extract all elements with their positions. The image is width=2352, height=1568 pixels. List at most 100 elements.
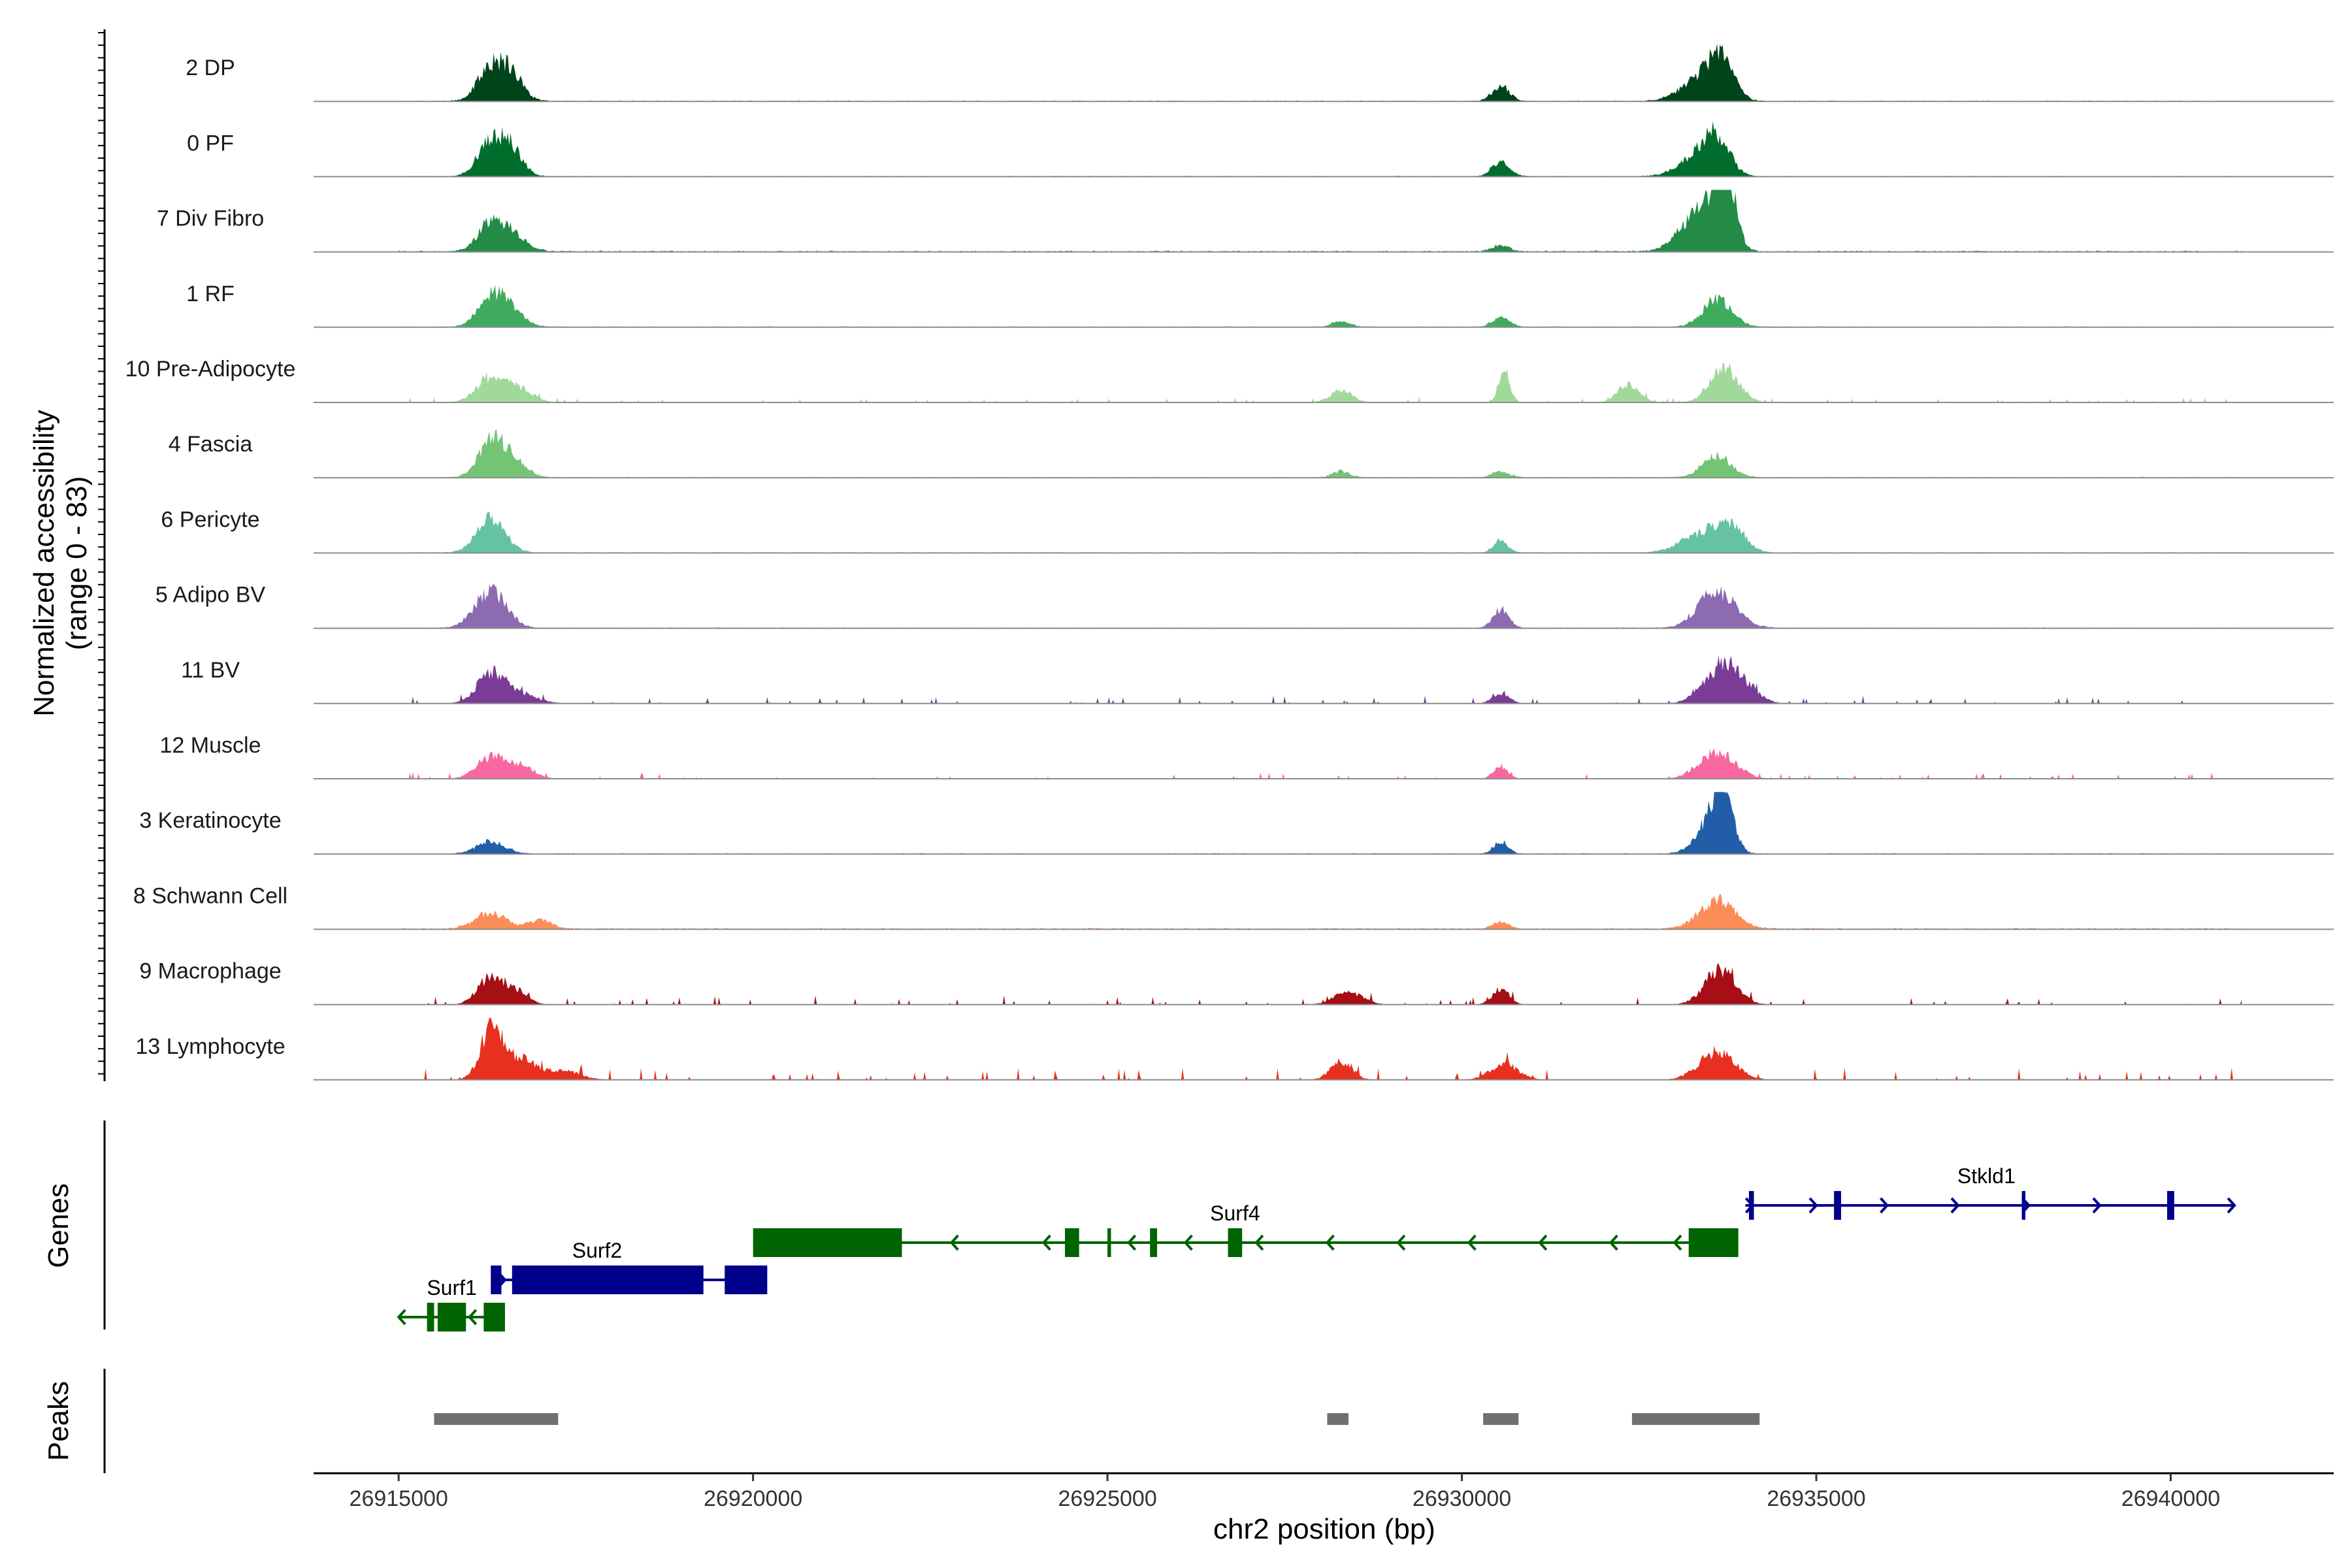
strand-arrow-icon: [756, 1271, 766, 1288]
coverage-area: [399, 1017, 2242, 1080]
strand-arrow-icon: [397, 1309, 406, 1326]
strand-arrow-icon: [2227, 1197, 2236, 1214]
track-5: 10 Pre-Adipocyte: [125, 357, 2334, 403]
track-label: 7 Div Fibro: [157, 206, 264, 231]
gene-exon: [1107, 1228, 1111, 1257]
y-axis-title-line2: (range 0 - 83): [61, 476, 93, 651]
gene-surf2: Surf2: [491, 1239, 768, 1294]
gene-surf1: Surf1: [397, 1276, 505, 1331]
accessibility-y-axis: [98, 29, 106, 1081]
strand-arrow-icon: [2021, 1197, 2031, 1214]
peaks-panel: [103, 1369, 1760, 1473]
coverage-area: [399, 284, 2242, 327]
track-label: 3 Keratinocyte: [139, 808, 281, 833]
track-9: 11 BV: [181, 655, 2334, 704]
x-axis-title: chr2 position (bp): [1213, 1513, 1435, 1545]
genes-panel-title: Genes: [42, 1183, 74, 1268]
track-13: 9 Macrophage: [139, 959, 2334, 1005]
gene-label: Surf2: [572, 1239, 622, 1262]
coverage-area: [399, 748, 2242, 779]
strand-arrow-icon: [1609, 1234, 1618, 1251]
peak-region: [1327, 1413, 1348, 1425]
strand-arrow-icon: [1880, 1197, 1889, 1214]
strand-arrow-icon: [1467, 1234, 1477, 1251]
strand-arrow-icon: [1396, 1234, 1406, 1251]
gene-exon: [725, 1266, 768, 1294]
track-6: 4 Fascia: [169, 429, 2334, 479]
coverage-area: [399, 792, 2242, 855]
track-10: 12 Muscle: [160, 733, 2334, 779]
gene-exon: [483, 1303, 505, 1331]
coverage-area: [399, 189, 2242, 252]
coverage-area: [399, 655, 2242, 704]
gene-stkld1: Stkld1: [1744, 1164, 2236, 1220]
y-axis-title-line1: Normalized accessibility: [28, 410, 60, 716]
x-tick-label: 26930000: [1413, 1486, 1511, 1511]
track-label: 9 Macrophage: [139, 959, 281, 984]
strand-arrow-icon: [467, 1309, 478, 1326]
gene-exon: [437, 1303, 466, 1331]
gene-surf4: Surf4: [753, 1201, 1739, 1257]
coverage-area: [399, 893, 2242, 930]
track-label: 12 Muscle: [160, 733, 261, 758]
track-label: 1 RF: [186, 282, 235, 306]
strand-arrow-icon: [1673, 1234, 1682, 1251]
track-2: 0 PF: [187, 121, 2334, 178]
strand-arrow-icon: [2092, 1197, 2102, 1214]
gene-exon: [1065, 1228, 1079, 1257]
coverage-area: [399, 363, 2242, 402]
coverage-area: [399, 429, 2242, 478]
coverage-area: [399, 511, 2242, 553]
track-1: 2 DP: [186, 43, 2334, 103]
strand-arrow-icon: [1744, 1197, 1755, 1214]
track-8: 5 Adipo BV: [155, 583, 2334, 629]
strand-arrow-icon: [1183, 1234, 1193, 1251]
gene-label: Surf4: [1210, 1201, 1260, 1225]
gene-exon: [1228, 1228, 1243, 1257]
accessibility-tracks: 2 DP 0 PF 7 Div Fibro 1 RF 10 Pre-Adipocyte 4…: [125, 43, 2334, 1081]
track-14: 13 Lymphocyte: [135, 1017, 2334, 1081]
track-label: 0 PF: [187, 131, 234, 155]
strand-arrow-icon: [1041, 1234, 1051, 1251]
peak-region: [1631, 1413, 1760, 1425]
strand-arrow-icon: [949, 1234, 959, 1251]
track-label: 11 BV: [181, 658, 240, 683]
x-tick-label: 26920000: [704, 1486, 802, 1511]
track-7: 6 Pericyte: [161, 507, 2334, 554]
gene-exon: [491, 1266, 502, 1294]
gene-exon: [427, 1303, 434, 1331]
gene-exon: [2021, 1191, 2026, 1220]
gene-exon: [1834, 1191, 1841, 1220]
track-label: 4 Fascia: [169, 432, 253, 457]
strand-arrow-icon: [1538, 1234, 1548, 1251]
track-3: 7 Div Fibro: [157, 189, 2334, 253]
track-label: 6 Pericyte: [161, 507, 259, 532]
track-12: 8 Schwann Cell: [133, 883, 2334, 930]
track-label: 2 DP: [186, 56, 235, 80]
gene-exon: [1150, 1228, 1158, 1257]
coverage-area: [399, 583, 2242, 629]
peaks-panel-title: Peaks: [42, 1381, 74, 1461]
strand-arrow-icon: [1950, 1197, 1960, 1214]
gene-exon: [2167, 1191, 2174, 1220]
gene-exon: [512, 1266, 704, 1294]
x-tick-label: 26925000: [1058, 1486, 1156, 1511]
x-tick-label: 26915000: [350, 1486, 448, 1511]
coverage-area: [399, 963, 2242, 1005]
gene-exon: [1688, 1228, 1739, 1257]
track-label: 10 Pre-Adipocyte: [125, 357, 296, 382]
track-label: 5 Adipo BV: [155, 583, 266, 608]
strand-arrow-icon: [1325, 1234, 1335, 1251]
genes-panel: Surf1 Surf2 Surf4 Stkld1: [103, 1120, 2236, 1331]
x-tick-label: 26940000: [2121, 1486, 2220, 1511]
x-tick-label: 26935000: [1767, 1486, 1865, 1511]
strand-arrow-icon: [1126, 1234, 1137, 1251]
peak-region: [434, 1413, 559, 1425]
strand-arrow-icon: [497, 1271, 507, 1288]
track-label: 8 Schwann Cell: [133, 883, 287, 908]
coverage-area: [399, 121, 2242, 177]
peak-region: [1483, 1413, 1519, 1425]
coverage-area: [399, 43, 2242, 102]
track-4: 1 RF: [186, 282, 2334, 328]
strand-arrow-icon: [1808, 1197, 1818, 1214]
